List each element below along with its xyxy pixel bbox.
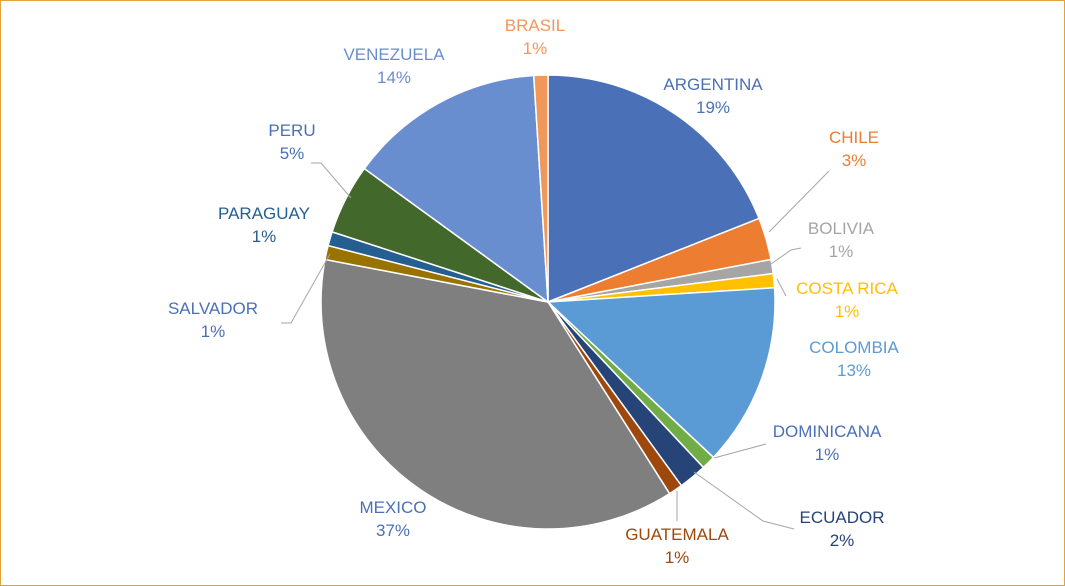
data-label-percent: 1% [665,548,690,567]
pie-slice-argentina [547,74,761,304]
data-label-category: BOLIVIA [808,219,875,238]
data-labels: ARGENTINA 19% CHILE 3% BOLIVIA 1% COSTA RICA 1%… [168,16,900,567]
leader-line-peru [311,162,352,199]
pie-slice-colombia [546,286,776,459]
data-label-percent: 37% [376,521,410,540]
leader-line-costa-rica [776,278,787,297]
data-label-category: COLOMBIA [809,338,899,357]
data-label-percent: 3% [842,151,867,170]
data-label-category: DOMINICANA [773,422,882,441]
pie-slice-brasil [532,74,549,303]
leader-line-dominicana [713,443,767,459]
data-label-category: GUATEMALA [625,525,729,544]
leader-line-ecuador [693,471,795,530]
data-label-guatemala: GUATEMALA 1% [625,525,729,567]
data-label-category: PARAGUAY [218,204,310,223]
data-label-dominicana: DOMINICANA 1% [773,422,882,464]
data-label-percent: 1% [523,39,548,58]
data-label-brasil: BRASIL 1% [505,16,565,58]
data-label-paraguay: PARAGUAY 1% [218,204,310,246]
data-label-bolivia: BOLIVIA 1% [808,219,875,261]
data-label-argentina: ARGENTINA 19% [663,75,763,117]
data-label-percent: 5% [280,144,305,163]
pie-slice-mexico [320,258,671,530]
data-label-category: ARGENTINA [663,75,763,94]
data-label-percent: 14% [377,68,411,87]
data-label-percent: 1% [252,227,277,246]
data-label-category: MEXICO [359,498,426,517]
data-label-venezuela: VENEZUELA 14% [343,45,445,87]
data-label-category: COSTA RICA [796,279,898,298]
data-label-ecuador: ECUADOR 2% [799,508,884,550]
data-label-percent: 13% [837,361,871,380]
pie-slice-venezuela [363,74,549,304]
data-label-category: CHILE [829,128,879,147]
data-label-chile: CHILE 3% [829,128,879,170]
pie-slices [320,74,776,530]
data-label-mexico: MEXICO 37% [359,498,426,540]
data-label-percent: 19% [696,98,730,117]
data-label-percent: 1% [835,302,860,321]
data-label-colombia: COLOMBIA 13% [809,338,899,380]
data-label-category: SALVADOR [168,299,258,318]
leader-line-salvador [281,253,331,324]
data-label-percent: 1% [829,242,854,261]
leader-line-chile [768,170,830,233]
data-label-percent: 2% [830,531,855,550]
data-label-peru: PERU 5% [268,121,315,163]
data-label-category: BRASIL [505,16,565,35]
data-label-category: ECUADOR [799,508,884,527]
data-label-category: VENEZUELA [343,45,445,64]
leader-lines [281,162,830,530]
leader-line-bolivia [770,247,802,265]
data-label-salvador: SALVADOR 1% [168,299,258,341]
data-label-category: PERU [268,121,315,140]
data-label-percent: 1% [201,322,226,341]
data-label-costa-rica: COSTA RICA 1% [796,279,898,321]
data-label-percent: 1% [815,445,840,464]
